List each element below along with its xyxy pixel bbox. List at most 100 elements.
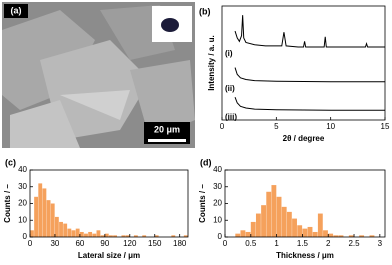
panel-label: (b) bbox=[199, 6, 211, 16]
x-tick-label: 120 bbox=[123, 239, 137, 248]
bar bbox=[154, 235, 159, 237]
sem-image: (a) 20 μm bbox=[2, 2, 195, 148]
bar bbox=[323, 230, 328, 237]
x-tick-label: 15 bbox=[381, 122, 390, 131]
x-tick-label: 2.5 bbox=[348, 239, 360, 248]
bar bbox=[276, 196, 282, 237]
bar bbox=[348, 235, 354, 237]
x-tick-label: 2 bbox=[326, 239, 331, 248]
bar bbox=[307, 226, 313, 237]
bar bbox=[34, 196, 39, 237]
line-series bbox=[234, 97, 385, 111]
bar bbox=[281, 206, 287, 237]
bar bbox=[245, 231, 251, 237]
y-axis-label: Counts / – bbox=[3, 184, 12, 223]
series-label: (ii) bbox=[225, 84, 235, 93]
x-axis-label: 2θ / degree bbox=[283, 134, 325, 143]
y-tick-label: 20 bbox=[18, 199, 27, 208]
plot-frame bbox=[224, 169, 386, 238]
bar bbox=[328, 233, 334, 237]
panel-label: (d) bbox=[200, 157, 212, 167]
bar bbox=[297, 225, 303, 237]
y-axis-label: Intensity / a. u. bbox=[207, 35, 216, 91]
bar bbox=[317, 213, 323, 237]
bar bbox=[235, 233, 241, 237]
plot-frame bbox=[221, 5, 386, 121]
bar bbox=[63, 223, 68, 237]
bar bbox=[30, 230, 34, 237]
bar bbox=[292, 218, 297, 237]
bar bbox=[133, 235, 138, 237]
x-tick-label: 0 bbox=[223, 239, 228, 248]
y-tick-label: 10 bbox=[18, 215, 27, 224]
scale-bar-label: 20 μm bbox=[154, 124, 180, 134]
bar bbox=[79, 231, 84, 237]
y-tick-label: 30 bbox=[18, 182, 27, 191]
bar bbox=[250, 221, 256, 237]
x-tick-label: 3 bbox=[378, 239, 383, 248]
x-tick-label: 0 bbox=[28, 239, 33, 248]
bar bbox=[104, 233, 109, 237]
bar bbox=[88, 231, 93, 237]
bar bbox=[59, 221, 63, 237]
bar bbox=[333, 235, 339, 237]
bar bbox=[302, 228, 308, 237]
line-series bbox=[234, 15, 385, 48]
panel-label: (a) bbox=[11, 5, 22, 15]
x-tick-label: 10 bbox=[326, 122, 335, 131]
bar bbox=[67, 228, 72, 237]
x-tick-label: 5 bbox=[274, 122, 279, 131]
x-tick-label: 60 bbox=[75, 239, 84, 248]
bar bbox=[240, 230, 246, 237]
bar bbox=[100, 235, 105, 237]
bar bbox=[92, 233, 97, 237]
bar bbox=[183, 235, 188, 237]
x-tick-label: 30 bbox=[50, 239, 59, 248]
x-tick-label: 1 bbox=[274, 239, 279, 248]
y-tick-label: 40 bbox=[18, 165, 27, 174]
y-tick-label: 0 bbox=[218, 232, 223, 241]
bar bbox=[266, 191, 272, 237]
bar bbox=[255, 213, 261, 237]
y-tick-label: 40 bbox=[213, 165, 222, 174]
bar bbox=[71, 230, 76, 237]
bar bbox=[38, 183, 43, 237]
bar bbox=[171, 235, 176, 237]
panel-label: (c) bbox=[5, 157, 16, 167]
bar bbox=[286, 211, 292, 237]
y-tick-label: 30 bbox=[213, 182, 222, 191]
bar bbox=[359, 235, 365, 237]
x-tick-label: 90 bbox=[100, 239, 109, 248]
y-tick-label: 20 bbox=[213, 199, 222, 208]
x-tick-label: 0 bbox=[220, 122, 225, 131]
bar bbox=[109, 235, 113, 237]
bar bbox=[338, 235, 344, 237]
bar bbox=[42, 188, 47, 237]
x-axis-label: Lateral size / μm bbox=[78, 251, 140, 260]
bar bbox=[312, 231, 318, 237]
x-axis-label: Thickness / μm bbox=[276, 251, 334, 260]
bar bbox=[96, 230, 101, 237]
bar bbox=[75, 228, 80, 237]
bar bbox=[113, 235, 118, 237]
bar bbox=[142, 235, 147, 237]
bar bbox=[369, 235, 375, 237]
bar bbox=[54, 216, 59, 237]
bar bbox=[46, 200, 51, 237]
x-tick-label: 180 bbox=[173, 239, 187, 248]
y-tick-label: 10 bbox=[213, 215, 222, 224]
bar bbox=[121, 235, 126, 237]
bar bbox=[84, 233, 88, 237]
line-series bbox=[234, 67, 385, 83]
series-label: (i) bbox=[225, 49, 233, 58]
bar bbox=[271, 185, 277, 237]
y-tick-label: 0 bbox=[23, 232, 28, 241]
x-tick-label: 1.5 bbox=[297, 239, 309, 248]
bar bbox=[50, 203, 55, 237]
series-label: (iii) bbox=[225, 112, 237, 121]
y-axis-label: Counts / – bbox=[198, 184, 207, 223]
x-tick-label: 150 bbox=[148, 239, 162, 248]
x-tick-label: 0.5 bbox=[245, 239, 257, 248]
bar bbox=[125, 235, 130, 237]
